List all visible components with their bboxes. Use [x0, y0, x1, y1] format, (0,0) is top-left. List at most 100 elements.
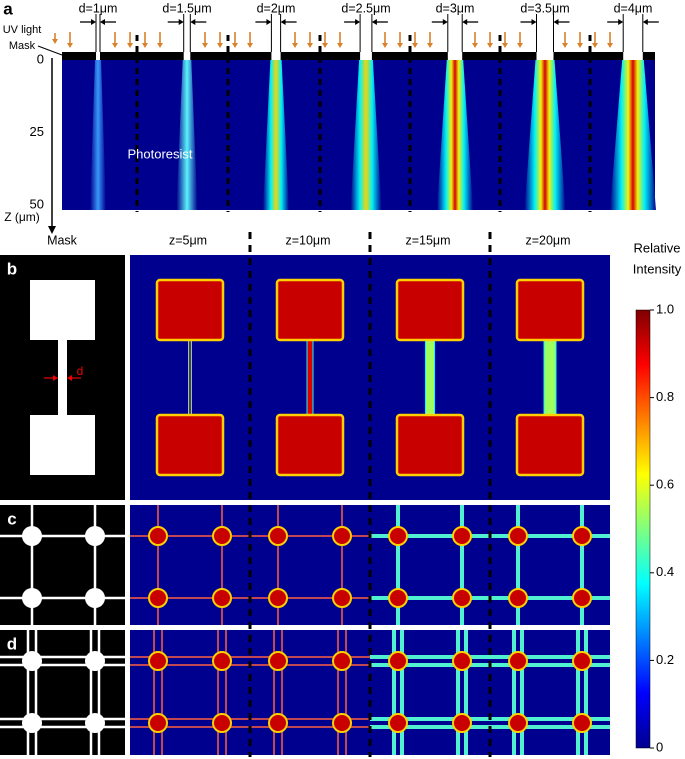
sim-neck — [425, 334, 435, 421]
sim-dot — [572, 526, 592, 546]
colorbar-tick-label: 1.0 — [656, 301, 674, 316]
sim-neck — [188, 334, 192, 421]
label: UV light — [3, 24, 42, 36]
sim-pad — [275, 413, 345, 477]
mask-dot — [22, 651, 42, 671]
mask-dot — [22, 713, 42, 733]
sim-pad — [275, 278, 345, 342]
sim-dot — [332, 526, 352, 546]
label: d=3.5μm — [520, 1, 569, 15]
sim-dot — [388, 526, 408, 546]
sim-pad — [515, 278, 585, 342]
colorbar-tick-label: 0 — [656, 739, 663, 754]
d-arrow-head — [371, 19, 377, 25]
label: Photoresist — [127, 146, 192, 161]
d-arrow-head — [618, 19, 624, 25]
label: d=3μm — [436, 1, 475, 15]
uv-arrow-head — [382, 43, 388, 48]
mask-dot — [22, 588, 42, 608]
d-arrow-head — [462, 19, 468, 25]
beam — [263, 60, 289, 210]
label: Intensity — [633, 261, 682, 276]
sim-dot — [148, 713, 168, 733]
mask-pad — [30, 280, 95, 340]
label: d — [77, 364, 84, 378]
uv-arrow-head — [157, 43, 163, 48]
uv-arrow-head — [127, 43, 133, 48]
beam — [524, 60, 566, 210]
label: d=4μm — [614, 1, 653, 15]
label: a — [3, 0, 13, 18]
label: z=10μm — [285, 233, 330, 247]
d-arrow-head — [531, 19, 537, 25]
label: d=1μm — [79, 1, 118, 15]
label: Relative — [634, 240, 681, 255]
sim-dot — [332, 588, 352, 608]
mask-dot — [85, 651, 105, 671]
uv-arrow-head — [322, 43, 328, 48]
uv-arrow-head — [562, 43, 568, 48]
uv-arrow-head — [292, 43, 298, 48]
sim-pad — [395, 278, 465, 342]
mask-dot — [85, 588, 105, 608]
uv-arrow-head — [337, 43, 343, 48]
sim-dot — [508, 651, 528, 671]
sim-pad — [395, 413, 465, 477]
sim-dot — [268, 713, 288, 733]
z-axis-head — [48, 226, 56, 234]
mask-neck — [58, 340, 67, 415]
sim-pad — [155, 413, 225, 477]
uv-arrow-head — [502, 43, 508, 48]
mask-opening — [96, 52, 100, 60]
mask-dot — [22, 526, 42, 546]
sim-dot — [212, 588, 232, 608]
label: d=2μm — [257, 1, 296, 15]
sim-dot — [212, 651, 232, 671]
sim-dot — [332, 651, 352, 671]
uv-arrow-head — [577, 43, 583, 48]
sim-dot — [148, 651, 168, 671]
sim-dot — [452, 713, 472, 733]
mask-opening — [623, 52, 643, 60]
d-arrow-head — [355, 19, 361, 25]
sim-dot — [508, 588, 528, 608]
mask-panel — [0, 505, 125, 625]
label: d=1.5μm — [162, 1, 211, 15]
sim-dot — [508, 713, 528, 733]
label: c — [7, 509, 16, 528]
beam — [610, 60, 656, 210]
label: Mask — [47, 233, 78, 247]
mask-opening — [183, 52, 191, 60]
sim-dot — [268, 651, 288, 671]
sim-dot — [268, 526, 288, 546]
beam — [437, 60, 473, 210]
sim-dot — [388, 713, 408, 733]
sim-dot — [212, 713, 232, 733]
uv-arrow-head — [232, 43, 238, 48]
sim-dot — [452, 588, 472, 608]
d-arrow-head — [442, 19, 448, 25]
label: b — [7, 259, 17, 278]
sim-dot — [148, 526, 168, 546]
uv-arrow-head — [247, 43, 253, 48]
uv-arrow-head — [592, 43, 598, 48]
mask-opening — [536, 52, 554, 60]
uv-arrow-head — [472, 43, 478, 48]
sim-dot — [388, 651, 408, 671]
mask-dot — [85, 526, 105, 546]
sim-dot — [268, 588, 288, 608]
beam — [90, 60, 106, 210]
uv-arrow-head — [142, 43, 148, 48]
uv-arrow-head — [412, 43, 418, 48]
sim-dot — [572, 588, 592, 608]
pointer — [37, 45, 63, 56]
sim-dot — [452, 526, 472, 546]
label: d — [7, 634, 17, 653]
sim-dot — [388, 588, 408, 608]
mask-opening — [360, 52, 372, 60]
z-tick-label: 25 — [30, 124, 44, 139]
colorbar — [635, 309, 651, 749]
label: Z (μm) — [4, 210, 40, 224]
z-tick-label: 0 — [37, 51, 44, 66]
sim-dot — [572, 713, 592, 733]
